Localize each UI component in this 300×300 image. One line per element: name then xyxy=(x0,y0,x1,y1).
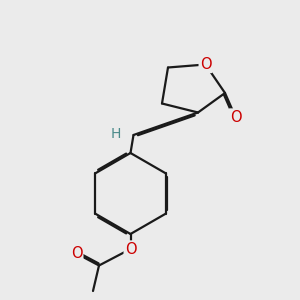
Text: O: O xyxy=(125,242,136,256)
Text: O: O xyxy=(230,110,241,124)
Text: O: O xyxy=(71,246,82,261)
Text: O: O xyxy=(200,57,211,72)
Text: H: H xyxy=(110,127,121,140)
